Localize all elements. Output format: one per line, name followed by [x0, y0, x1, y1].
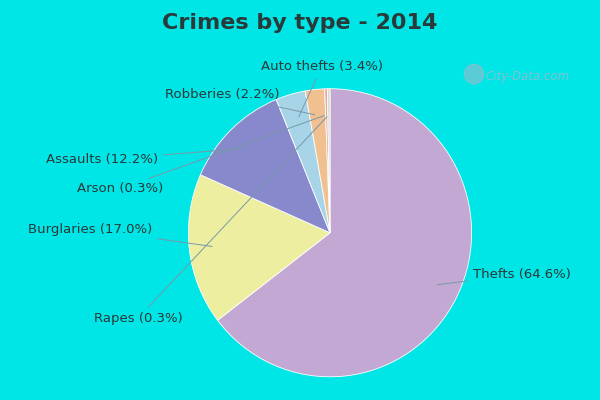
Text: Robberies (2.2%): Robberies (2.2%) — [165, 88, 315, 115]
Text: Thefts (64.6%): Thefts (64.6%) — [437, 268, 571, 285]
Wedge shape — [200, 100, 330, 233]
Text: Rapes (0.3%): Rapes (0.3%) — [94, 117, 327, 325]
Wedge shape — [276, 91, 330, 233]
Text: Auto thefts (3.4%): Auto thefts (3.4%) — [260, 60, 383, 117]
Wedge shape — [188, 175, 330, 320]
Wedge shape — [305, 89, 330, 233]
Text: Crimes by type - 2014: Crimes by type - 2014 — [163, 13, 437, 33]
Text: Burglaries (17.0%): Burglaries (17.0%) — [28, 223, 212, 246]
Circle shape — [464, 64, 484, 84]
Text: Assaults (12.2%): Assaults (12.2%) — [46, 148, 246, 166]
Text: City-Data.com: City-Data.com — [486, 70, 570, 83]
Wedge shape — [218, 89, 472, 377]
Wedge shape — [325, 89, 330, 233]
Text: Arson (0.3%): Arson (0.3%) — [77, 116, 324, 195]
Wedge shape — [328, 89, 330, 233]
